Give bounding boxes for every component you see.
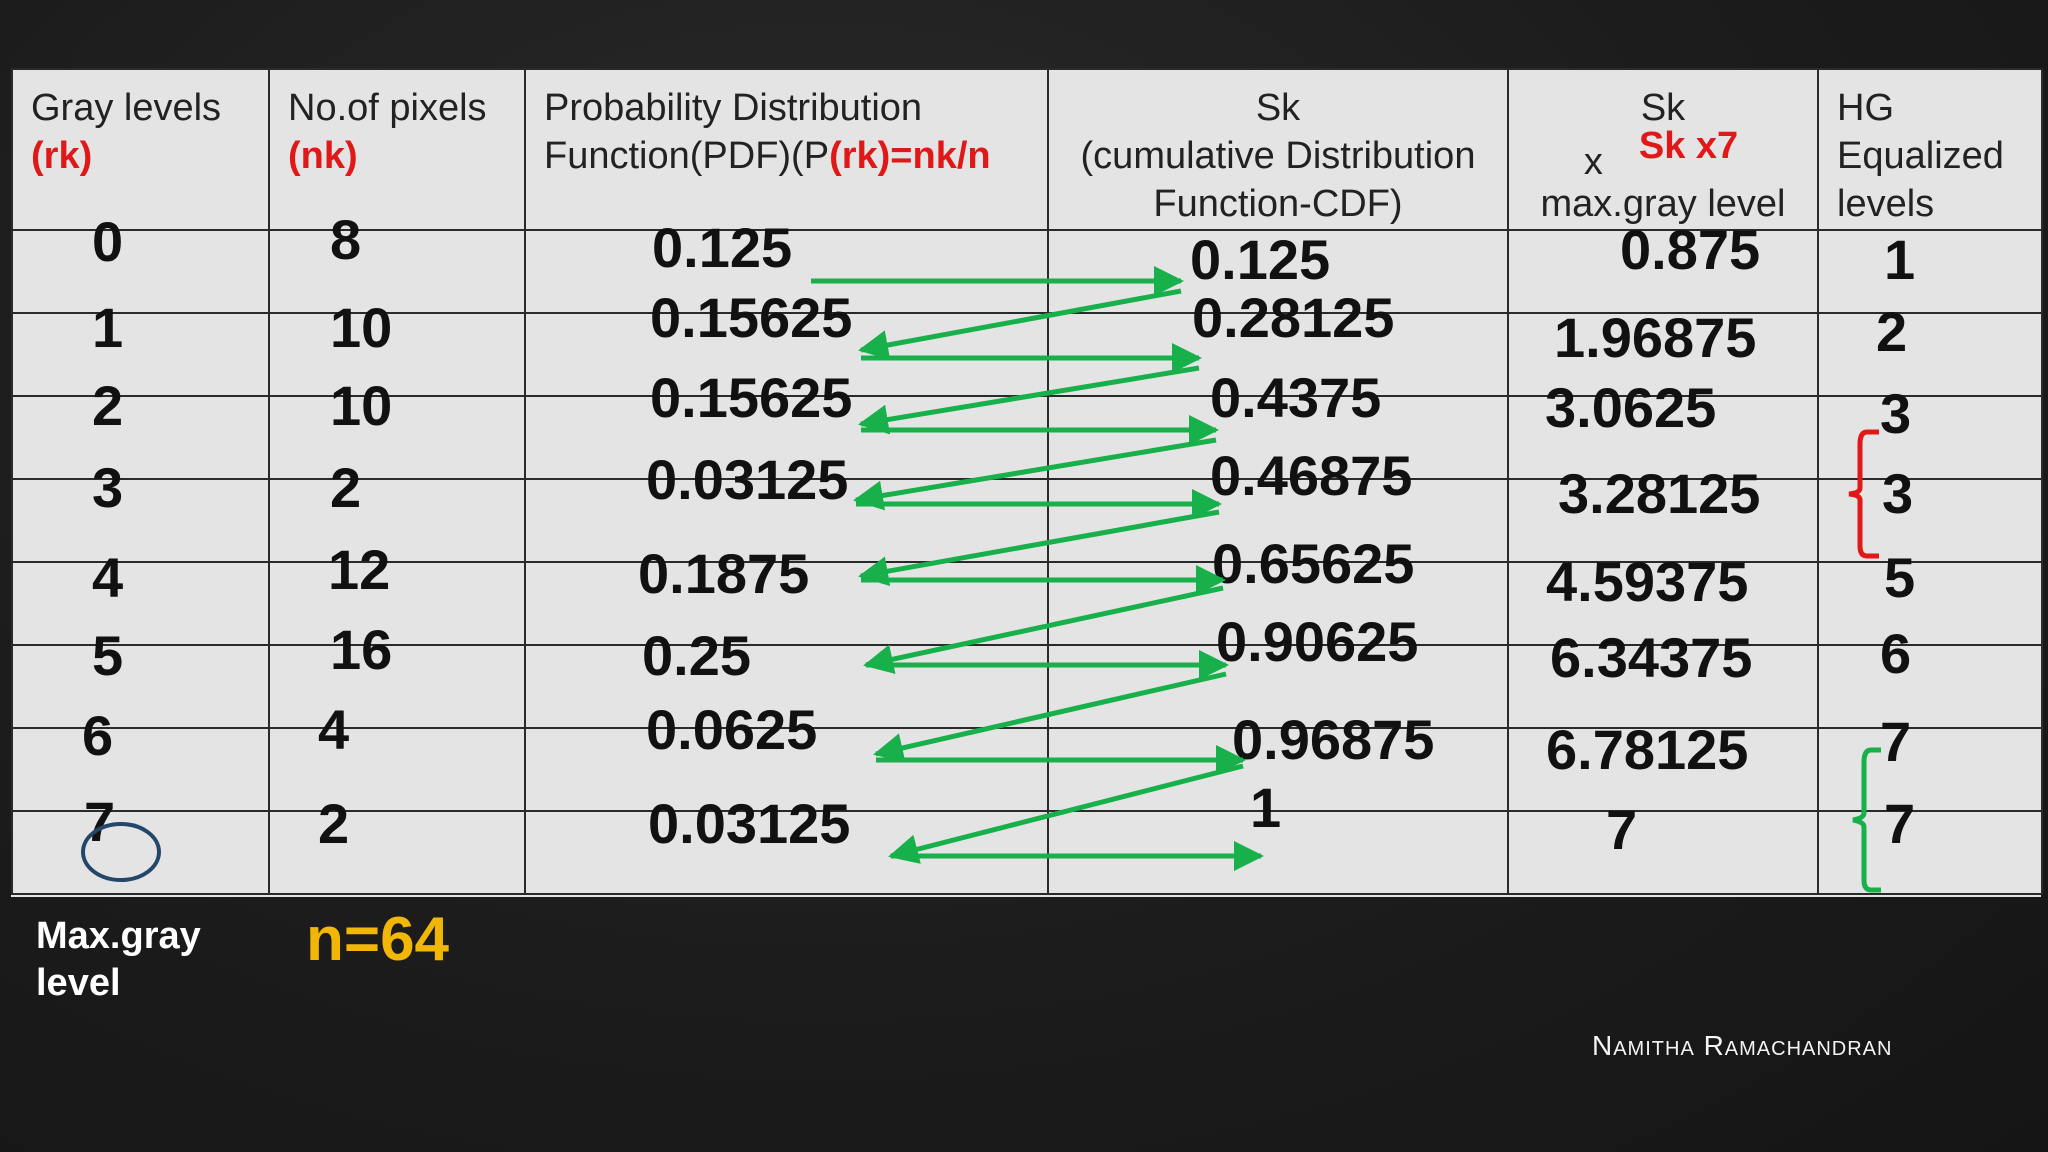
header-pdf-line2a: Function(PDF)(P: [544, 135, 830, 177]
header-gray-levels: Gray levels (rk): [11, 68, 270, 231]
cell-nk: 2: [318, 792, 350, 855]
cell-rk: 4: [92, 546, 124, 609]
cell-cdf: 0.65625: [1212, 532, 1415, 595]
cell-pdf: 0.03125: [648, 792, 851, 855]
header-cdf-line3: Function-CDF): [1153, 183, 1403, 225]
header-hg-line2: Equalized: [1837, 135, 2004, 177]
cell-hg: 3: [1880, 382, 1912, 445]
author-last-name: Ramachandran: [1703, 1030, 1893, 1061]
max-gray-level-line2: level: [36, 962, 121, 1004]
cell-cdf: 0.28125: [1192, 286, 1395, 349]
cell-pdf: 0.15625: [650, 366, 853, 429]
cell-sk7: 3.28125: [1558, 462, 1761, 525]
cell-sk7: 1.96875: [1554, 306, 1757, 369]
cell-cdf: 0.90625: [1216, 610, 1419, 673]
header-sk-line2a: x: [1583, 141, 1603, 183]
header-sk-line1: Sk: [1640, 87, 1686, 129]
cell-pdf: 0.0625: [646, 698, 818, 761]
cell-hg: 6: [1880, 622, 1912, 685]
cell-sk7: 6.34375: [1550, 626, 1753, 689]
header-cdf-line2: (cumulative Distribution: [1080, 135, 1476, 177]
cell-rk: 3: [92, 456, 124, 519]
header-row: Gray levels (rk) No.of pixels (nk) Proba…: [11, 68, 2043, 231]
total-pixel-count: n=64: [306, 905, 450, 974]
cell-sk7: 7: [1606, 798, 1638, 861]
cell-cdf: 0.96875: [1232, 708, 1435, 771]
cell-rk: 5: [92, 624, 124, 687]
header-num-pixels-line1: No.of pixels: [288, 87, 487, 129]
cell-nk: 16: [330, 618, 393, 681]
header-sk-line2b: Sk x7: [1638, 125, 1739, 167]
table-row: [11, 561, 2043, 646]
header-pdf-line1: Probability Distribution: [544, 87, 923, 129]
cell-nk: 8: [330, 208, 362, 271]
header-num-pixels-line2: (nk): [288, 135, 358, 177]
cell-sk7: 4.59375: [1546, 550, 1749, 613]
header-cdf: Sk (cumulative Distribution Function-CDF…: [1047, 68, 1509, 231]
cell-rk: 2: [92, 374, 124, 437]
cell-nk: 12: [328, 538, 391, 601]
cell-rk: 1: [92, 296, 124, 359]
cell-hg: 7: [1880, 710, 1912, 773]
cell-pdf: 0.03125: [646, 448, 849, 511]
cell-nk: 2: [330, 456, 362, 519]
cell-sk7: 6.78125: [1546, 718, 1749, 781]
author-credit: Namitha Ramachandran: [1592, 1030, 1892, 1062]
header-hg-levels: HG Equalized levels: [1817, 68, 2043, 231]
cell-rk: 7: [84, 790, 116, 853]
cell-hg: 2: [1876, 300, 1908, 363]
header-pdf-line2b: (rk)=nk/n: [829, 135, 991, 177]
author-first-name: Namitha: [1592, 1030, 1695, 1061]
header-sk-times-max: Sk x Sk x7 max.gray level: [1507, 68, 1819, 231]
cell-cdf: 1: [1250, 776, 1282, 839]
header-sk-line3: max.gray level: [1540, 183, 1786, 225]
cell-hg: 7: [1884, 792, 1916, 855]
table-row: [11, 312, 2043, 397]
cell-pdf: 0.125: [652, 216, 793, 279]
header-hg-line1: HG: [1837, 87, 1894, 129]
header-pdf: Probability Distribution Function(PDF)(P…: [524, 68, 1049, 231]
cell-nk: 10: [330, 374, 393, 437]
header-gray-levels-line2: (rk): [31, 135, 93, 177]
cell-nk: 4: [318, 698, 350, 761]
cell-hg: 5: [1884, 546, 1916, 609]
cell-nk: 10: [330, 296, 393, 359]
cell-cdf: 0.125: [1190, 228, 1331, 291]
cell-sk7: 0.875: [1620, 218, 1761, 281]
cell-cdf: 0.4375: [1210, 366, 1382, 429]
cell-sk7: 3.0625: [1545, 376, 1717, 439]
header-num-pixels: No.of pixels (nk): [268, 68, 526, 231]
header-cdf-line1: Sk: [1255, 87, 1301, 129]
cell-rk: 6: [82, 704, 114, 767]
header-gray-levels-line1: Gray levels: [31, 87, 222, 129]
max-gray-level-line1: Max.gray: [36, 915, 201, 957]
cell-hg: 3: [1882, 462, 1914, 525]
cell-rk: 0: [92, 210, 124, 273]
cell-hg: 1: [1884, 228, 1916, 291]
cell-cdf: 0.46875: [1210, 444, 1413, 507]
cell-pdf: 0.15625: [650, 286, 853, 349]
max-gray-level-label: Max.gray level: [36, 913, 201, 1007]
table-row: [11, 810, 2043, 895]
header-hg-line3: levels: [1837, 183, 1935, 225]
cell-pdf: 0.1875: [638, 542, 810, 605]
cell-pdf: 0.25: [642, 624, 751, 687]
table-row: [11, 229, 2043, 314]
histogram-equalization-table: Gray levels (rk) No.of pixels (nk) Proba…: [11, 68, 2043, 897]
